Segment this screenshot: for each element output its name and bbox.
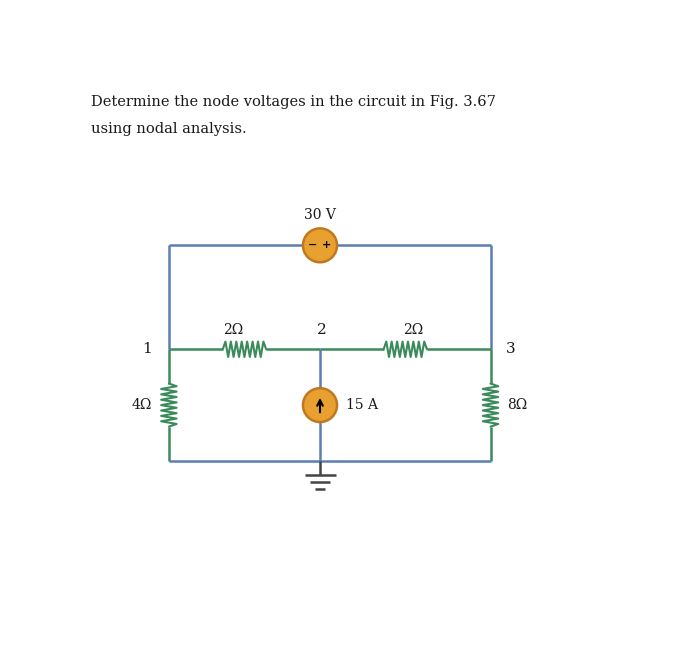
Text: 2: 2 — [316, 323, 326, 337]
Text: 30 V: 30 V — [304, 208, 336, 222]
Text: +: + — [321, 241, 331, 250]
Text: 2Ω: 2Ω — [403, 323, 423, 337]
Text: −: − — [307, 241, 317, 250]
Text: 3: 3 — [506, 342, 516, 356]
Text: 8Ω: 8Ω — [508, 398, 528, 412]
Text: 2Ω: 2Ω — [223, 323, 243, 337]
Text: 1: 1 — [142, 342, 152, 356]
Text: Determine the node voltages in the circuit in Fig. 3.67: Determine the node voltages in the circu… — [92, 95, 496, 109]
Text: 4Ω: 4Ω — [132, 398, 152, 412]
Text: using nodal analysis.: using nodal analysis. — [92, 122, 247, 136]
Circle shape — [303, 228, 337, 262]
Circle shape — [303, 388, 337, 422]
Text: 15 A: 15 A — [346, 398, 378, 412]
